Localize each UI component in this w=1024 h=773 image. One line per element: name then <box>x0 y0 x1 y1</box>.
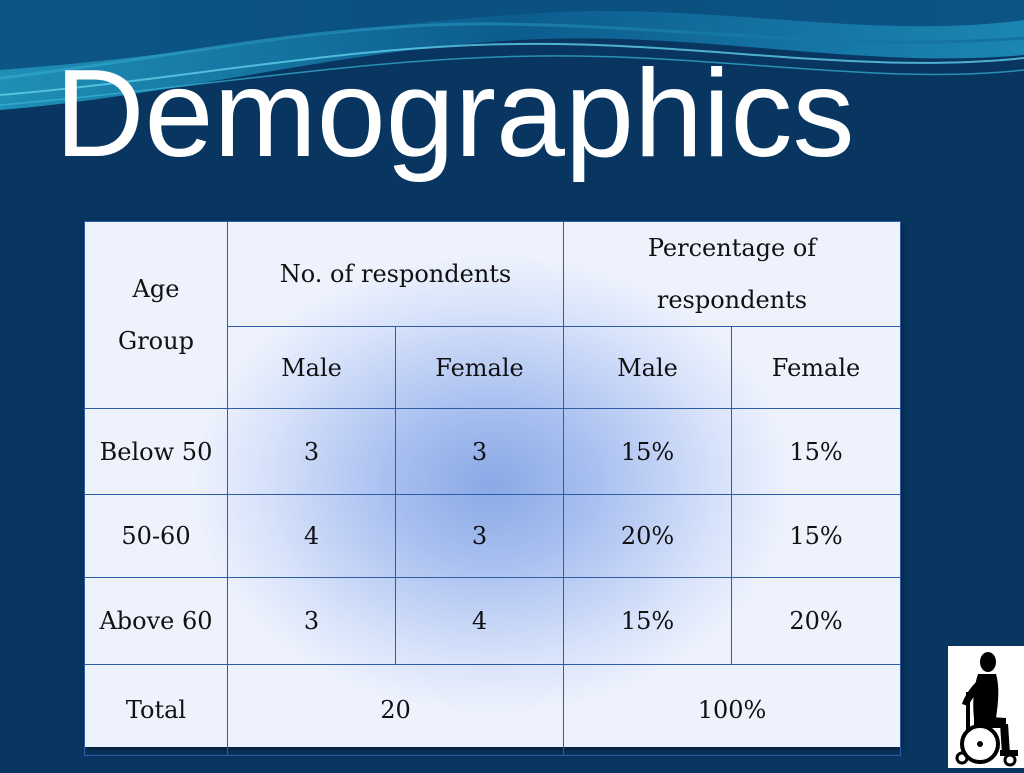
total-count-cell: 20 <box>227 664 564 756</box>
age-group-cell: Above 60 <box>84 577 228 665</box>
header-respondents: No. of respondents <box>227 221 564 327</box>
male-percentage-cell: 20% <box>563 494 732 578</box>
age-group-cell: Below 50 <box>84 408 228 495</box>
female-count-cell: 4 <box>395 577 564 665</box>
header-female-count: Female <box>395 326 564 409</box>
male-count-cell: 3 <box>227 408 396 495</box>
header-age-group-line1: Age <box>132 275 180 303</box>
slide-title: Demographics <box>55 45 855 183</box>
header-female-percentage: Female <box>730 326 902 409</box>
header-male-count: Male <box>227 326 396 409</box>
male-count-cell: 3 <box>227 577 396 665</box>
header-percentage-line2: respondents <box>656 286 808 314</box>
header-male-percentage: Male <box>563 326 732 409</box>
table-row: 50-60 4 3 20% 15% <box>84 494 902 578</box>
male-percentage-cell: 15% <box>563 577 732 665</box>
table-total-row: Total 20 100% <box>84 664 902 756</box>
header-percentage-line1: Percentage of <box>647 234 817 262</box>
total-label-cell: Total <box>84 664 228 756</box>
female-percentage-cell: 20% <box>730 577 902 665</box>
male-count-cell: 4 <box>227 494 396 578</box>
age-group-cell: 50-60 <box>84 494 228 578</box>
header-percentage: Percentage of respondents <box>562 221 902 327</box>
header-age-group: Age Group <box>84 221 228 409</box>
male-percentage-cell: 15% <box>563 408 732 495</box>
table-header-row: Age Group No. of respondents Percentage … <box>84 221 902 409</box>
female-count-cell: 3 <box>395 494 564 578</box>
total-percentage-cell: 100% <box>562 664 902 756</box>
female-count-cell: 3 <box>395 408 564 495</box>
female-percentage-cell: 15% <box>730 494 902 578</box>
female-percentage-cell: 15% <box>730 408 902 495</box>
wheelchair-person-icon <box>955 652 1018 767</box>
logo <box>948 646 1024 768</box>
header-age-group-line2: Group <box>118 327 194 355</box>
header-wave-decoration <box>0 0 1024 110</box>
demographics-table-container: Age Group No. of respondents Percentage … <box>84 221 902 756</box>
table-row: Above 60 3 4 15% 20% <box>84 577 902 665</box>
demographics-table: Age Group No. of respondents Percentage … <box>84 221 902 756</box>
table-row: Below 50 3 3 15% 15% <box>84 408 902 495</box>
